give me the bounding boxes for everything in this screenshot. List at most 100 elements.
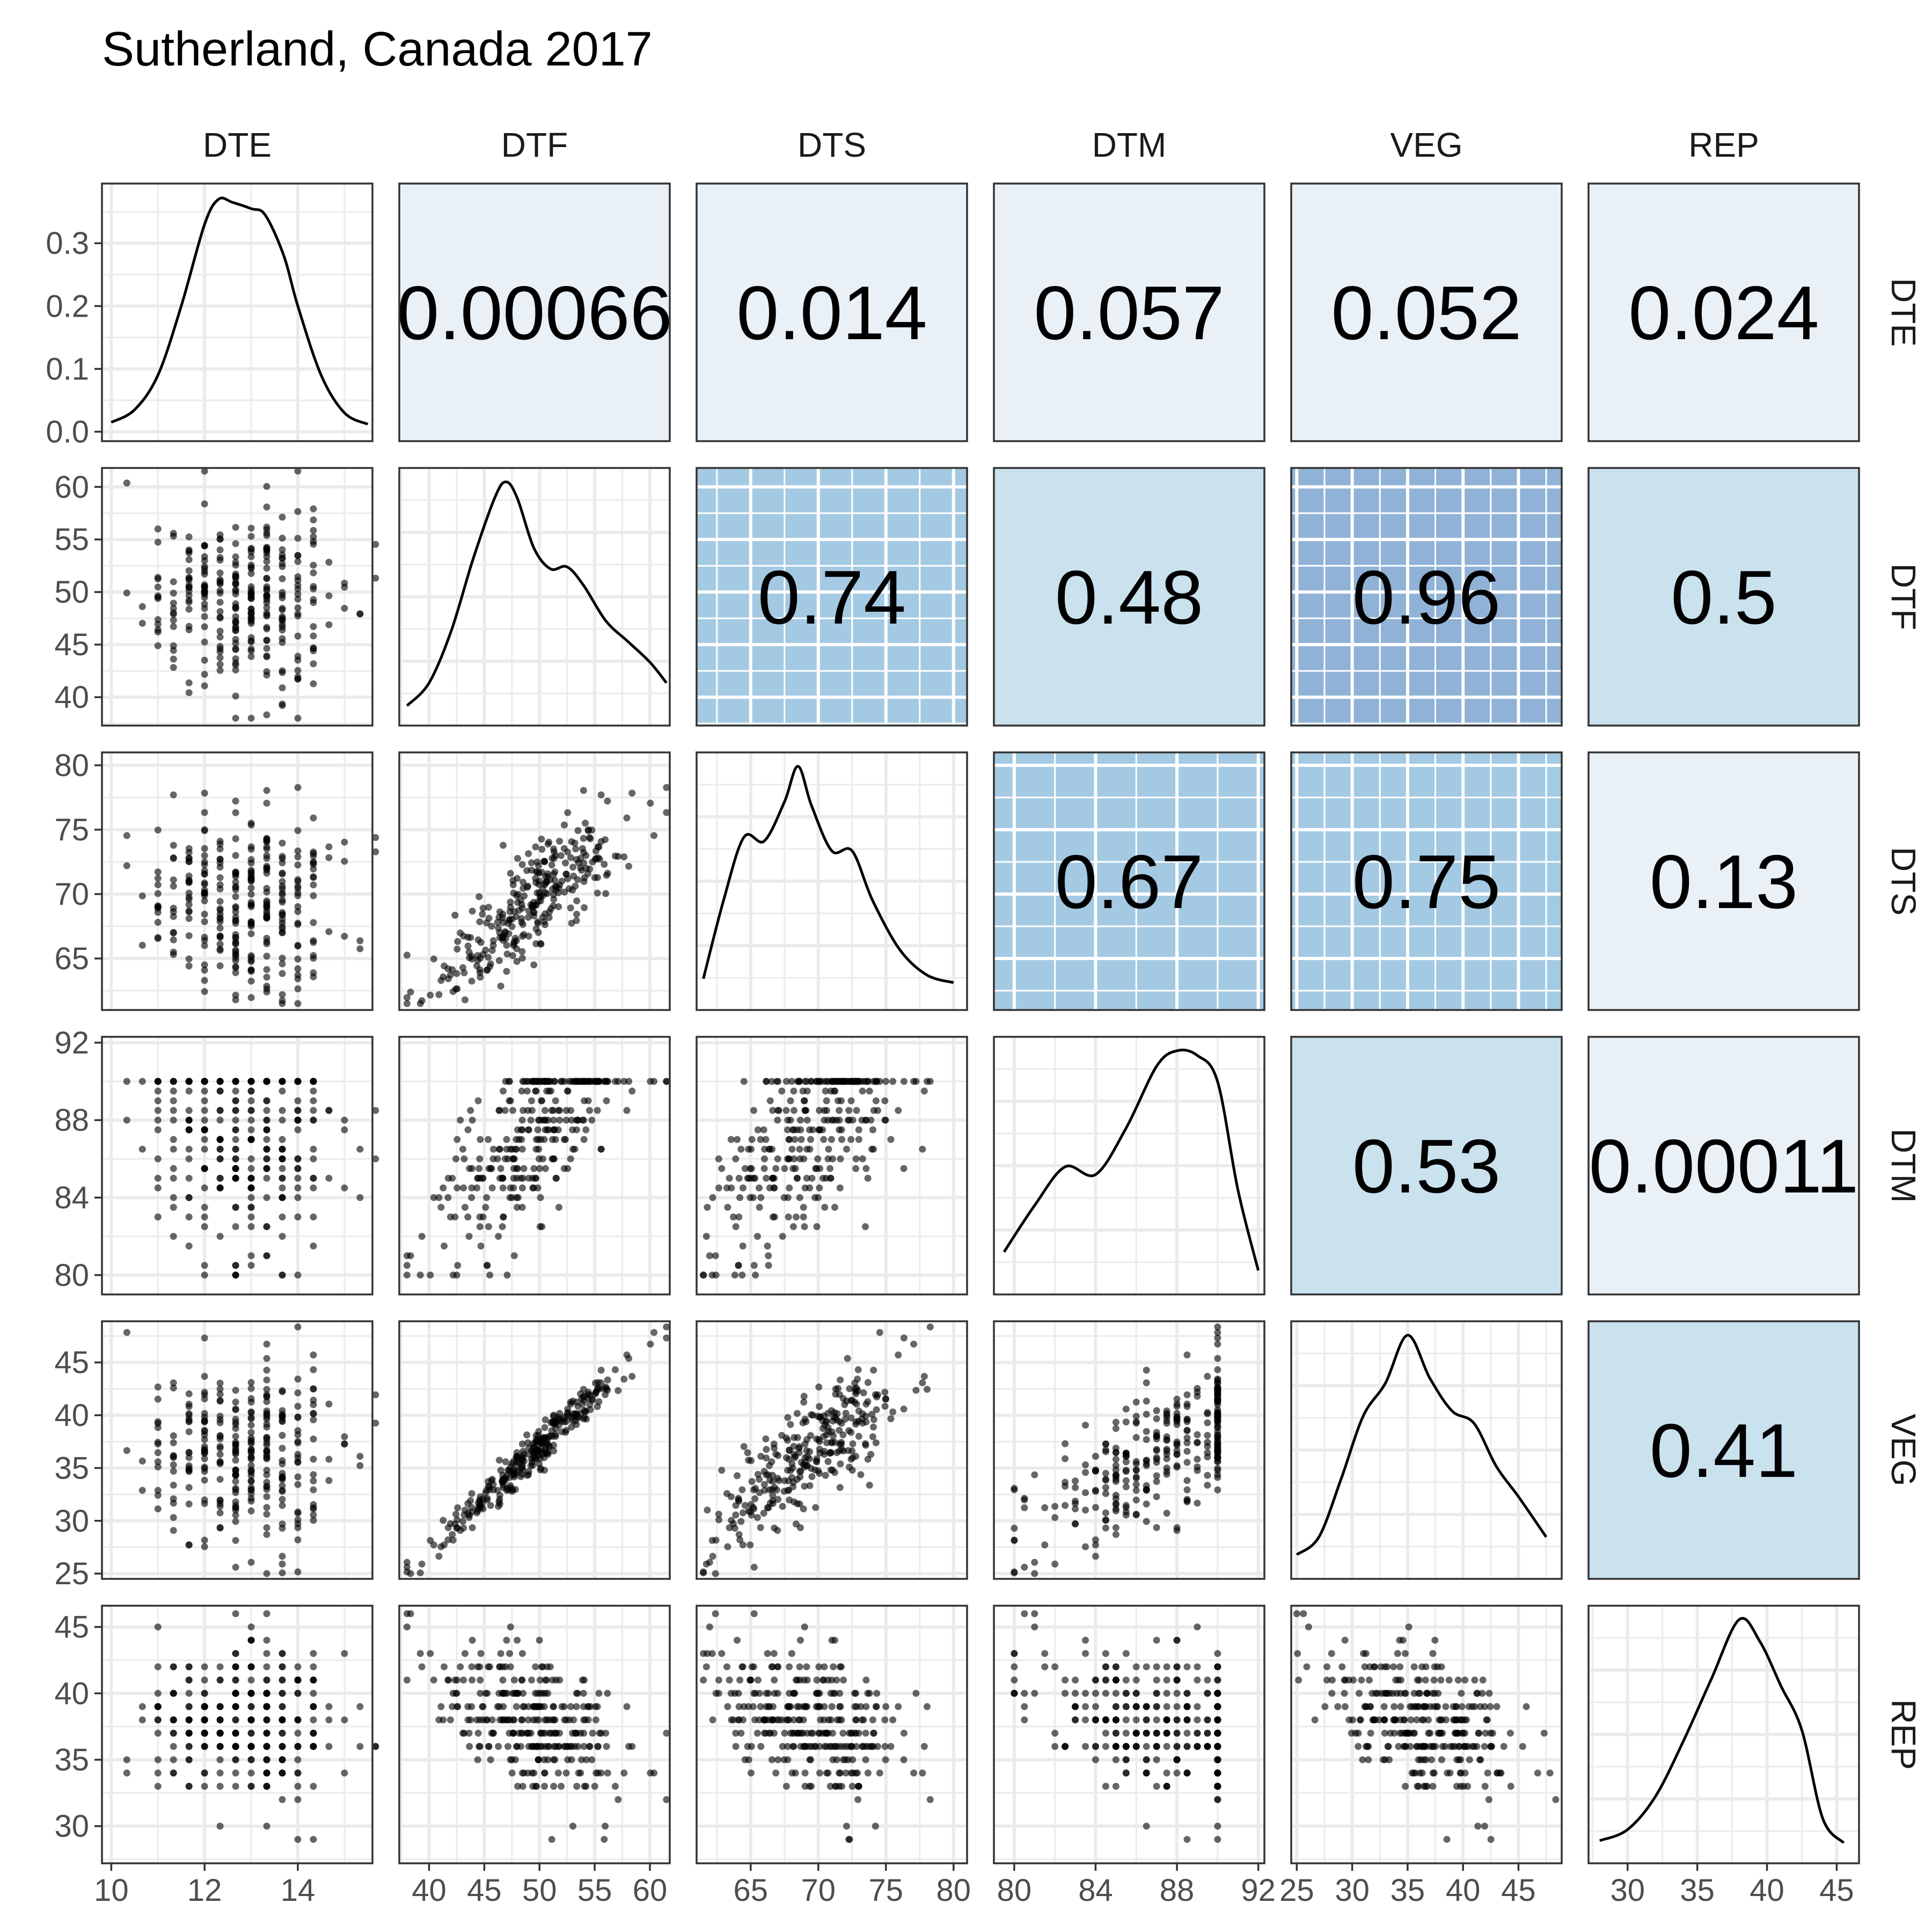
scatter-point: [247, 647, 255, 655]
scatter-point: [757, 1703, 764, 1710]
scatter-point: [518, 1650, 526, 1657]
scatter-point: [1459, 1716, 1466, 1724]
scatter-point: [537, 1689, 544, 1697]
scatter-point: [247, 1495, 255, 1502]
scatter-point: [513, 1145, 520, 1153]
scatter-point: [477, 1689, 484, 1697]
scatter-point: [782, 1454, 790, 1461]
scatter-point: [247, 714, 255, 722]
scatter-point: [294, 903, 302, 911]
scatter-point: [502, 1458, 509, 1466]
scatter-point: [294, 552, 302, 559]
scatter-point: [1102, 1484, 1109, 1491]
scatter-point: [232, 666, 239, 674]
scatter-point: [185, 858, 193, 866]
scatter-point: [1143, 1397, 1150, 1405]
scatter-point: [517, 896, 524, 904]
scatter-point: [468, 1663, 475, 1671]
scatter-point: [454, 1504, 462, 1511]
scatter-point: [154, 1487, 162, 1494]
scatter-point: [791, 1155, 798, 1162]
scatter-point: [556, 1730, 564, 1737]
scatter-point: [825, 1145, 832, 1153]
scatter-point: [1475, 1730, 1482, 1737]
scatter-point: [476, 1223, 484, 1231]
scatter-point: [476, 918, 484, 926]
scatter-point: [465, 1233, 473, 1240]
scatter-point: [841, 1415, 849, 1423]
scatter-point: [201, 809, 208, 816]
scatter-point: [464, 942, 472, 950]
scatter-point: [279, 878, 286, 885]
scatter-point: [216, 840, 224, 848]
panel-dtf-veg: 0.96: [1290, 467, 1563, 727]
scatter-point: [1214, 1341, 1221, 1348]
scatter-point: [779, 1503, 786, 1510]
scatter-point: [1338, 1663, 1346, 1671]
scatter-point: [541, 1782, 548, 1790]
scatter-point: [857, 1471, 865, 1479]
scatter-point: [562, 870, 570, 878]
scatter-point: [1112, 1524, 1119, 1532]
scatter-point: [586, 1401, 594, 1408]
scatter-point: [341, 583, 348, 591]
scatter-point: [444, 1677, 452, 1684]
scatter-point: [528, 1447, 536, 1455]
scatter-point: [185, 1194, 193, 1202]
scatter-point: [843, 1823, 851, 1830]
scatter-point: [310, 569, 317, 576]
scatter-point: [735, 1689, 742, 1697]
scatter-point: [822, 1730, 829, 1737]
scatter-point: [488, 923, 495, 930]
scatter-point: [487, 1502, 494, 1509]
scatter-point: [849, 1756, 857, 1763]
scatter-point: [867, 1451, 875, 1458]
scatter-point: [736, 1536, 744, 1543]
scatter-point: [801, 1223, 808, 1231]
scatter-point: [294, 1796, 302, 1803]
scatter-point: [702, 1560, 710, 1568]
scatter-point: [663, 1796, 670, 1803]
scatter-point: [170, 647, 177, 654]
scatter-point: [201, 542, 208, 550]
scatter-point: [503, 950, 511, 958]
scatter-point: [525, 1126, 532, 1133]
scatter-point: [232, 1477, 239, 1485]
scatter-point: [247, 1408, 255, 1416]
scatter-point: [550, 1155, 557, 1162]
scatter-point: [1082, 1636, 1089, 1644]
scatter-point: [1204, 1443, 1211, 1450]
scatter-point: [594, 1743, 601, 1750]
scatter-point: [1143, 1487, 1150, 1494]
scatter-point: [574, 1116, 582, 1124]
scatter-point: [263, 604, 270, 611]
scatter-point: [247, 843, 255, 851]
scatter-point: [832, 1782, 839, 1790]
scatter-point: [924, 1386, 931, 1393]
scatter-point: [403, 994, 411, 1001]
scatter-point: [216, 661, 224, 668]
scatter-point: [793, 1500, 801, 1507]
scatter-point: [706, 1623, 713, 1631]
scatter-point: [1102, 1476, 1109, 1483]
scatter-point: [247, 977, 255, 985]
scatter-point: [201, 1417, 208, 1425]
scatter-point: [778, 1716, 786, 1724]
scatter-point: [794, 1730, 801, 1737]
scatter-point: [279, 1271, 286, 1279]
scatter-point: [555, 903, 562, 911]
panel-border: [101, 1036, 374, 1296]
scatter-point: [170, 913, 177, 920]
scatter-point: [1132, 1496, 1140, 1504]
scatter-point: [468, 1703, 475, 1710]
scatter-point: [232, 1518, 239, 1525]
scatter-point: [1153, 1716, 1160, 1724]
scatter-point: [735, 1496, 742, 1504]
scatter-point: [589, 1730, 596, 1737]
scatter-point: [232, 893, 239, 901]
scatter-point: [518, 933, 526, 940]
scatter-point: [769, 1107, 777, 1114]
scatter-point: [528, 1097, 535, 1104]
scatter-point: [1183, 1439, 1191, 1446]
scatter-point: [185, 889, 193, 897]
